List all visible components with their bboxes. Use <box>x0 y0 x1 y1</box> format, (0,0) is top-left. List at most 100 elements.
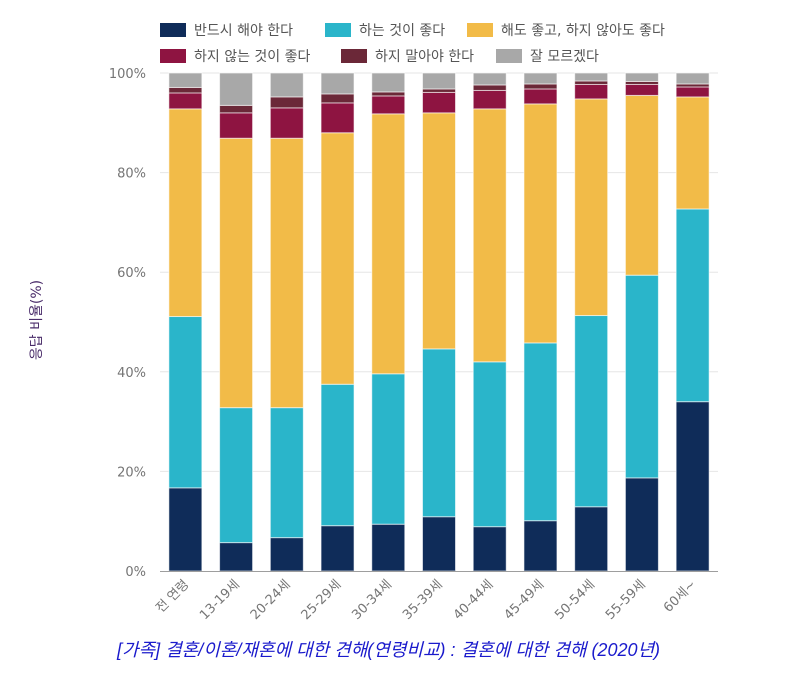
legend-item[interactable]: 하지 않는 것이 좋다 <box>160 46 310 66</box>
bar-segment[interactable] <box>675 401 710 572</box>
y-tick-label: 20% <box>117 465 146 480</box>
bar-segment[interactable] <box>422 112 456 350</box>
bar-segment[interactable] <box>624 83 659 96</box>
bar-segment[interactable] <box>574 72 609 82</box>
y-tick-label: 0% <box>125 565 146 580</box>
bar-segment[interactable] <box>523 103 558 344</box>
bar-segment[interactable] <box>574 83 609 100</box>
bar-segment[interactable] <box>320 525 355 572</box>
bar-segment[interactable] <box>371 523 406 572</box>
bar-segment[interactable] <box>269 72 304 98</box>
bar-segment[interactable] <box>168 316 203 489</box>
legend-label: 해도 좋고, 하지 않아도 좋다 <box>501 23 665 39</box>
bar-segment[interactable] <box>371 113 406 375</box>
bar-segment[interactable] <box>168 92 203 110</box>
bar-segment[interactable] <box>219 137 254 409</box>
x-tick-label: 45-49세 <box>501 577 547 623</box>
legend-label: 반드시 해야 한다 <box>194 23 294 39</box>
x-tick-label: 25-29세 <box>299 577 345 623</box>
bar-segment[interactable] <box>523 520 558 572</box>
y-tick-labels: 0% 20% 40% 60% 80% 100% <box>109 67 146 580</box>
bar-segment[interactable] <box>574 80 609 85</box>
chart-caption: [가족] 결혼/이혼/재혼에 대한 견해(연령비교) : 결혼에 대한 견해 (… <box>117 640 661 660</box>
bar-segment[interactable] <box>219 407 254 544</box>
bar-segment[interactable] <box>371 91 406 97</box>
bar-segment[interactable] <box>269 407 304 539</box>
x-tick-label: 20-24세 <box>248 577 294 623</box>
bar-segment[interactable] <box>675 208 710 403</box>
bar-segment[interactable] <box>168 72 203 88</box>
x-tick-label: 전 연령 <box>153 577 192 616</box>
bar-segment[interactable] <box>219 112 254 139</box>
legend-swatch <box>496 49 522 63</box>
bar-segment[interactable] <box>574 315 609 508</box>
y-tick-label: 40% <box>117 366 146 381</box>
legend-swatch <box>160 23 186 37</box>
bar-segment[interactable] <box>472 108 507 363</box>
legend-item[interactable]: 하는 것이 좋다 <box>325 20 445 40</box>
bar-segment[interactable] <box>675 86 710 98</box>
bar-segment[interactable] <box>523 88 558 105</box>
legend-item[interactable]: 하지 말아야 한다 <box>341 46 474 66</box>
y-tick-label: 60% <box>117 266 146 281</box>
bar-segment[interactable] <box>472 89 507 110</box>
legend-item[interactable]: 잘 모르겠다 <box>496 46 599 66</box>
bar-segment[interactable] <box>675 72 710 85</box>
bar-segment[interactable] <box>320 102 355 134</box>
x-tick-label: 30-34세 <box>349 577 395 623</box>
y-tick-label: 100% <box>109 67 146 82</box>
bar-segment[interactable] <box>422 88 456 93</box>
bar-segment[interactable] <box>472 84 507 91</box>
legend-item[interactable]: 반드시 해야 한다 <box>160 20 293 40</box>
bar-segment[interactable] <box>472 72 507 86</box>
bar-segment[interactable] <box>219 72 254 106</box>
bar-segment[interactable] <box>320 132 355 385</box>
bar-segment[interactable] <box>269 537 304 572</box>
bar-segment[interactable] <box>624 72 659 82</box>
bar-segment[interactable] <box>624 477 659 572</box>
bar-segment[interactable] <box>422 516 456 572</box>
legend-item[interactable]: 해도 좋고, 하지 않아도 좋다 <box>467 20 665 40</box>
bar-segment[interactable] <box>219 542 254 572</box>
y-tick-label: 80% <box>117 167 146 182</box>
bar-segment[interactable] <box>371 373 406 525</box>
legend-label: 하지 않는 것이 좋다 <box>194 49 311 65</box>
bar-segment[interactable] <box>523 83 558 90</box>
x-tick-label: 35-39세 <box>400 577 446 623</box>
bar-segment[interactable] <box>168 86 203 94</box>
bar-segment[interactable] <box>269 96 304 109</box>
bar-segment[interactable] <box>523 72 558 85</box>
bar-segment[interactable] <box>371 95 406 115</box>
bar-segment[interactable] <box>371 72 406 93</box>
bar-segment[interactable] <box>320 72 355 95</box>
bar-segment[interactable] <box>574 506 609 572</box>
bar-segment[interactable] <box>219 104 254 114</box>
x-tick-label: 50-54세 <box>552 577 598 623</box>
x-tick-label: 13-19세 <box>197 577 243 623</box>
x-tick-label: 55-59세 <box>603 577 649 623</box>
bar-segment[interactable] <box>472 526 507 572</box>
x-tick-label: 40-44세 <box>451 577 497 623</box>
bar-segment[interactable] <box>168 487 203 572</box>
bar-segment[interactable] <box>269 107 304 139</box>
x-tick-label: 60세~ <box>661 577 699 615</box>
bar-segment[interactable] <box>472 361 507 528</box>
bar-segment[interactable] <box>624 94 659 276</box>
bar-segment[interactable] <box>675 96 710 210</box>
legend-label: 잘 모르겠다 <box>530 49 599 65</box>
legend-swatch <box>341 49 367 63</box>
bar-segment[interactable] <box>523 342 558 522</box>
legend-label: 하는 것이 좋다 <box>359 23 446 39</box>
bars <box>168 72 710 572</box>
bar-segment[interactable] <box>422 348 456 518</box>
bar-segment[interactable] <box>269 137 304 409</box>
bar-segment[interactable] <box>574 98 609 317</box>
bar-segment[interactable] <box>624 274 659 479</box>
bar-segment[interactable] <box>168 108 203 318</box>
bar-segment[interactable] <box>422 91 456 114</box>
legend-swatch <box>467 23 493 37</box>
bar-segment[interactable] <box>320 93 355 104</box>
bar-segment[interactable] <box>320 383 355 527</box>
bar-segment[interactable] <box>422 72 456 90</box>
